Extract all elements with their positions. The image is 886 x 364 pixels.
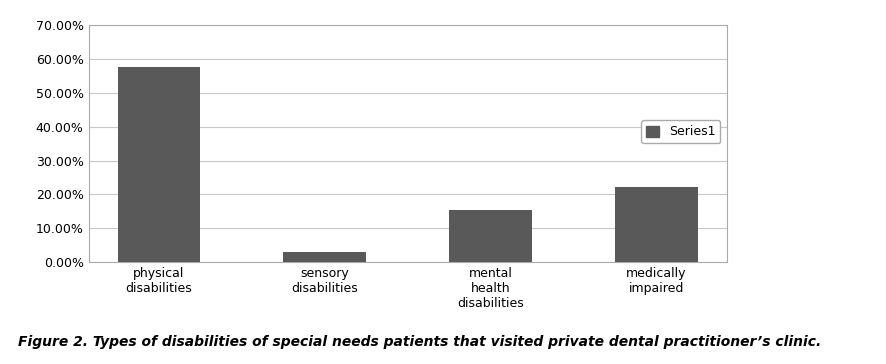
Bar bbox=[615, 187, 697, 262]
Bar bbox=[284, 252, 366, 262]
Bar bbox=[449, 210, 532, 262]
Text: Figure 2. Types of disabilities of special needs patients that visited private d: Figure 2. Types of disabilities of speci… bbox=[18, 336, 821, 349]
Bar bbox=[118, 67, 200, 262]
Legend: Series1: Series1 bbox=[641, 120, 720, 143]
